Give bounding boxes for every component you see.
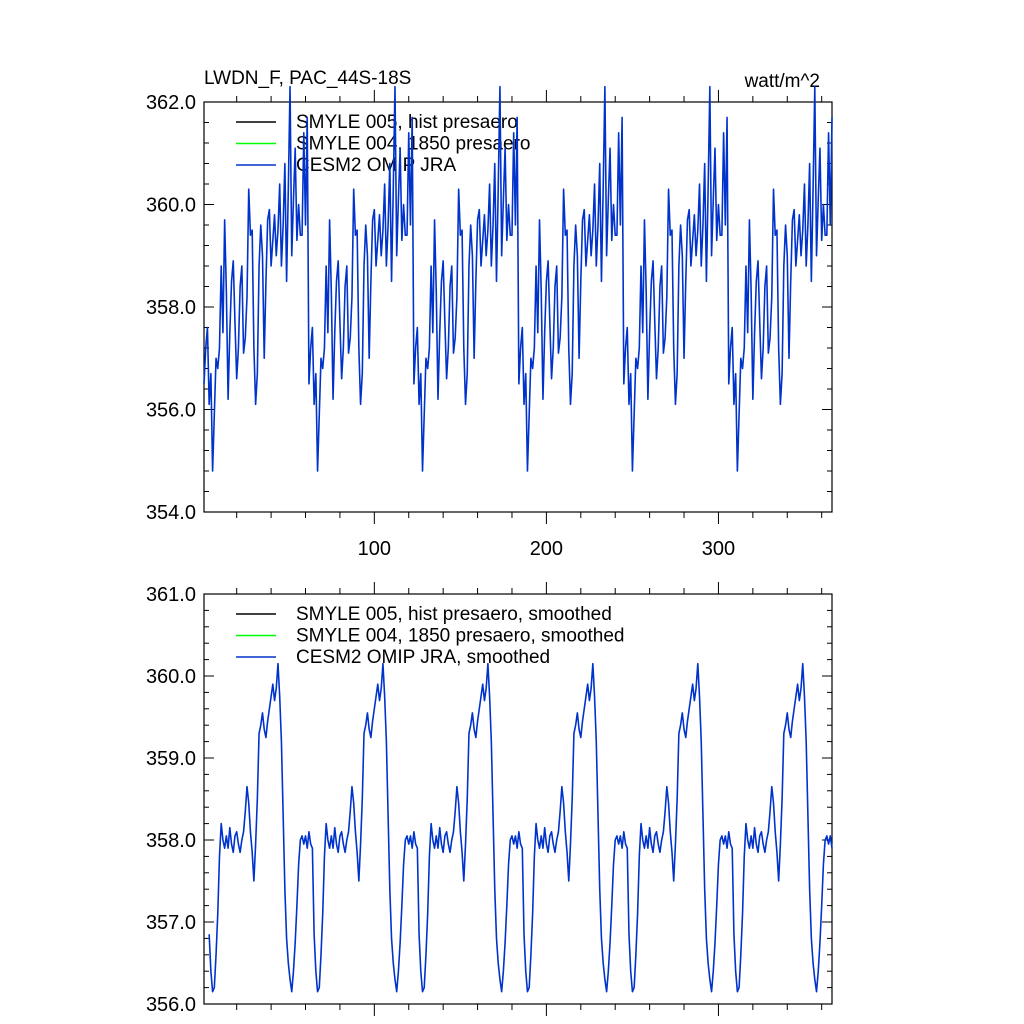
bottom-axis-ticks: 356.0 357.0 358.0 359.0 360.0 361.0 [146, 582, 832, 1016]
y-tick-label: 356.0 [146, 994, 196, 1016]
y-tick-label: 359.0 [146, 748, 196, 770]
bottom-series-group [208, 662, 833, 993]
x-tick-label: 100 [358, 538, 391, 560]
legend-label: SMYLE 005, hist presaero [296, 112, 518, 133]
series-line-cesm2-omip-jra [203, 85, 833, 472]
x-tick-label: 300 [702, 538, 735, 560]
legend-label: CESM2 OMIP JRA [296, 155, 456, 176]
bottom-plot-frame [203, 593, 833, 1005]
y-tick-label: 358.0 [146, 297, 196, 319]
legend-label: SMYLE 004, 1850 presaero [296, 134, 531, 155]
y-tick-label: 357.0 [146, 912, 196, 934]
y-tick-label: 356.0 [146, 400, 196, 422]
bottom-panel: 356.0 357.0 358.0 359.0 360.0 361.0 SMYLE 005… [146, 582, 833, 1016]
legend-label: SMYLE 004, 1850 presaero, smoothed [296, 626, 624, 647]
x-tick-label: 200 [530, 538, 563, 560]
top-series-group [203, 85, 833, 472]
y-tick-label: 360.0 [146, 195, 196, 217]
top-panel: 354.0 356.0 358.0 360.0 362.0 100 200 300 SMYLE… [146, 85, 833, 560]
y-tick-label: 362.0 [146, 92, 196, 114]
y-tick-label: 361.0 [146, 584, 196, 606]
y-tick-label: 354.0 [146, 502, 196, 524]
series-line-cesm2-omip-jra [208, 662, 833, 993]
legend-label: SMYLE 005, hist presaero, smoothed [296, 604, 612, 625]
y-tick-label: 358.0 [146, 830, 196, 852]
y-tick-label: 360.0 [146, 666, 196, 688]
top-axis-ticks: 354.0 356.0 358.0 360.0 362.0 100 200 300 [146, 90, 832, 560]
legend-label: CESM2 OMIP JRA, smoothed [296, 647, 550, 668]
chart-title: LWDN_F, PAC_44S-18S [204, 68, 411, 89]
bottom-legend: SMYLE 005, hist presaero, smoothedSMYLE … [236, 604, 624, 668]
units-label: watt/m^2 [744, 71, 820, 92]
